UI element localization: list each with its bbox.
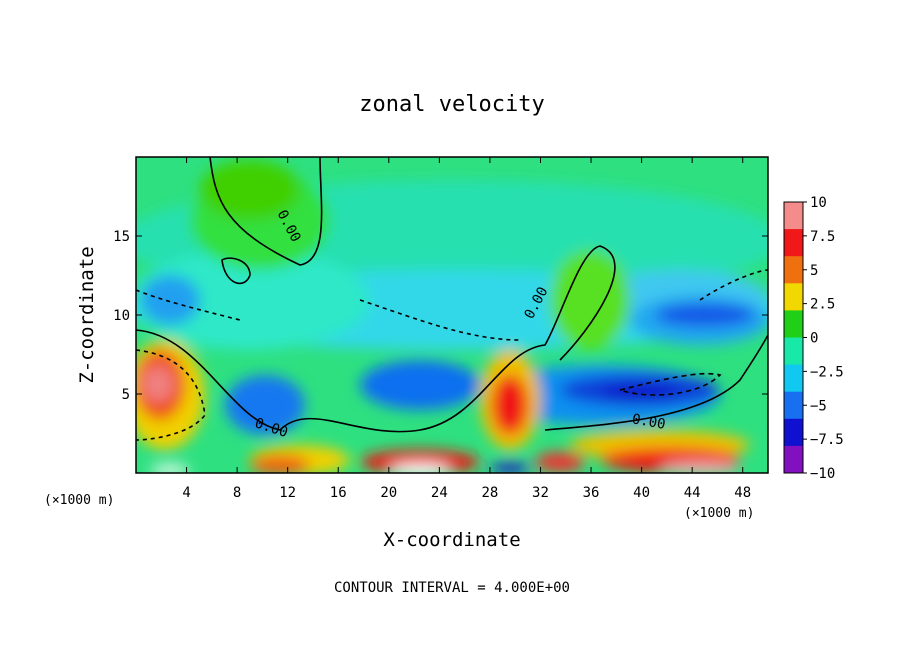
colorbar-swatch [784, 202, 803, 230]
colorbar-label: 5 [810, 263, 818, 279]
field-region [225, 375, 305, 435]
x-tick-label: 12 [279, 485, 296, 501]
x-tick-label: 48 [734, 485, 751, 501]
colorbar-label: 7.5 [810, 229, 835, 245]
field-region [140, 275, 200, 325]
x-tick-label: 16 [330, 485, 347, 501]
x-tick-label: 20 [380, 485, 397, 501]
zero-contour-label: 0.00 [631, 411, 667, 433]
contour-line [359, 299, 521, 341]
x-tick-label: 24 [431, 485, 448, 501]
colorbar-swatch [784, 229, 803, 257]
contour-line [699, 269, 768, 301]
contour-interval-note: CONTOUR INTERVAL = 4.000E+00 [334, 580, 570, 596]
y-axis-ticks: 5 10 15 [113, 229, 768, 403]
field-region [200, 160, 300, 220]
colorbar-label: −10 [810, 466, 835, 482]
field-region [492, 375, 528, 435]
field-region [655, 303, 755, 327]
contour-line [221, 257, 251, 285]
y-axis-unit: (×1000 m) [44, 493, 114, 508]
field-region [142, 366, 174, 402]
x-axis-title: X-coordinate [383, 529, 520, 551]
colorbar-swatch [784, 310, 803, 338]
y-tick-label: 10 [113, 308, 130, 324]
y-tick-label: 15 [113, 229, 130, 245]
field-region [600, 385, 680, 399]
field-region [250, 455, 310, 473]
colorbar-label: 0 [810, 331, 818, 347]
field-region [150, 465, 190, 473]
contour-line [617, 372, 722, 396]
colorbar: 10 7.5 5 2.5 0 −2.5 −5 −7.5 −10 [783, 195, 844, 482]
field-region [490, 462, 530, 473]
field-region [390, 464, 450, 473]
colorbar-label: 10 [810, 195, 827, 211]
x-tick-label: 28 [481, 485, 498, 501]
x-tick-label: 4 [182, 485, 190, 501]
heatmap-field [136, 157, 768, 473]
field-region [136, 250, 370, 350]
contour-line [136, 289, 241, 321]
contour-lines [136, 157, 768, 441]
colorbar-swatch [784, 418, 803, 447]
colorbar-swatch [784, 364, 803, 393]
field-region [660, 462, 740, 473]
field-region [360, 450, 480, 473]
x-tick-label: 36 [583, 485, 600, 501]
colorbar-swatch [784, 445, 803, 474]
y-tick-label: 5 [122, 387, 130, 403]
field-region [535, 452, 585, 472]
chart-title: zonal velocity [359, 92, 544, 117]
x-tick-label: 32 [532, 485, 549, 501]
colorbar-label: 2.5 [810, 297, 835, 313]
field-region [550, 250, 630, 350]
colorbar-swatch [784, 391, 803, 420]
colorbar-swatch [784, 256, 803, 284]
field-region [360, 360, 480, 410]
x-tick-label: 44 [684, 485, 701, 501]
contour-line [544, 334, 768, 431]
x-tick-label: 8 [233, 485, 241, 501]
colorbar-swatch [784, 283, 803, 311]
colorbar-label: −5 [810, 398, 827, 414]
x-axis-ticks: 4 8 12 16 20 24 28 32 36 40 44 48 [182, 157, 751, 501]
colorbar-label: −7.5 [810, 432, 844, 448]
y-axis-title: Z-coordinate [76, 246, 98, 383]
contour-line [136, 245, 616, 433]
x-axis-unit: (×1000 m) [684, 506, 754, 521]
x-tick-label: 40 [633, 485, 650, 501]
colorbar-label: −2.5 [810, 364, 844, 380]
contour-line [209, 157, 323, 266]
colorbar-swatch [784, 337, 803, 366]
